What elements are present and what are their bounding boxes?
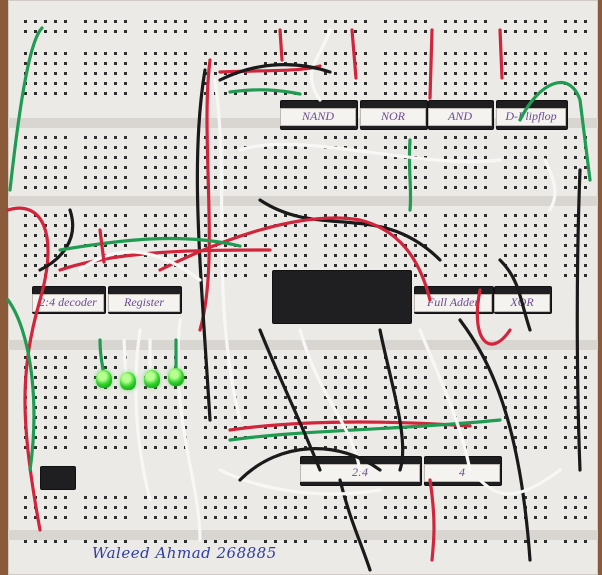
green-led [144,370,160,388]
breadboard-channel [8,196,598,206]
jumper-wire [298,328,362,472]
chip-label-register: Register [108,294,180,312]
jumper-wire [78,250,202,282]
jumper-wire [6,298,36,472]
jumper-wire [338,478,372,572]
jumper-wire [575,168,582,472]
jumper-wire [543,158,557,212]
jumper-wire [258,198,442,262]
chip-label-nor: NOR [360,108,426,126]
small-chip [40,466,76,490]
jumper-wire [8,26,44,192]
jumper-wire [378,328,405,472]
jumper-wire [238,447,382,482]
chip-label-bottom-right: 4 [424,464,500,482]
jumper-wire [6,206,50,532]
green-led [120,372,136,390]
jumper-wire [176,318,202,542]
jumper-wire [158,216,432,302]
jumper-wire [518,81,592,182]
jumper-wire [58,248,272,272]
jumper-wire [228,418,502,442]
jumper-wire [407,138,413,212]
chip-label-nand: NAND [280,108,356,126]
jumper-wire [58,236,242,252]
jumper-wire [498,258,532,332]
jumper-wire [198,58,212,332]
green-led [96,370,112,388]
jumper-wire [418,328,472,472]
jumper-wire [309,28,332,102]
jumper-wire [428,28,434,100]
jumper-wire [258,328,322,472]
jumper-wire [218,468,382,496]
jumper-wire [218,63,332,82]
microcontroller-chip [272,270,412,324]
jumper-wire [478,468,562,496]
jumper-wire [428,478,436,562]
jumper-wire [350,28,358,80]
jumper-wire [238,142,502,164]
chip-label-d-flipflop: D-Flipflop [496,108,566,126]
breadboard-channel [8,530,598,540]
jumper-wire [195,68,212,422]
chip-label-decoder: 2:4 decoder [32,294,104,312]
jumper-wire [475,288,512,346]
handwritten-signature: Waleed Ahmad 268885 [92,544,277,562]
jumper-wire [228,88,302,96]
jumper-wire [38,208,75,272]
jumper-wire [134,328,152,502]
chip-label-full-adder: Full Adder [414,294,492,312]
green-led [168,368,184,386]
jumper-wire [278,28,284,62]
jumper-wire [98,228,106,264]
chip-label-and: AND [428,108,492,126]
jumper-wire [498,28,504,80]
jumper-wire [458,318,532,562]
